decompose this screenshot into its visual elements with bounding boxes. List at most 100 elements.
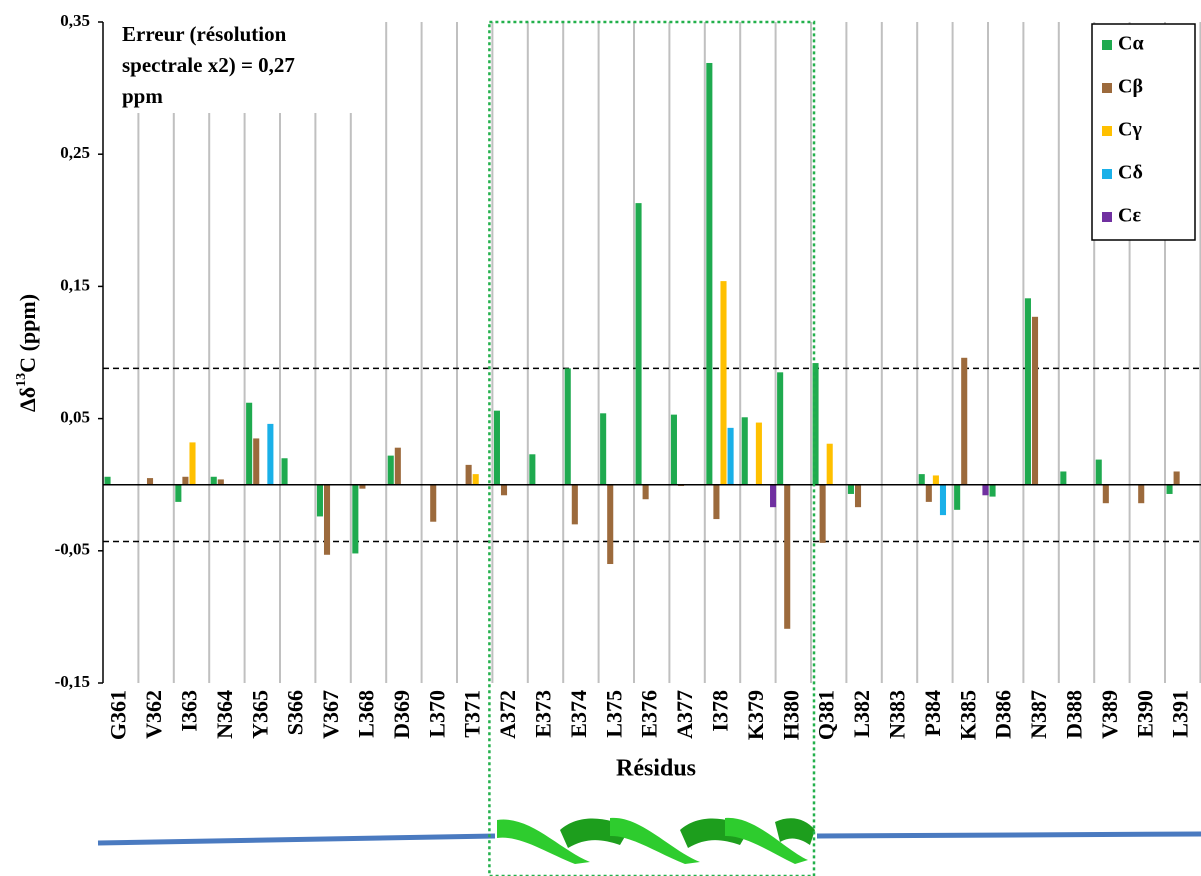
y-tick-label: 0,15: [60, 275, 90, 294]
x-tick-label: I378: [708, 690, 733, 732]
x-tick-label: H380: [778, 690, 803, 740]
bar: [819, 484, 826, 543]
helix: [775, 818, 815, 845]
bar: [253, 438, 260, 485]
y-tick-label: -0,05: [55, 540, 90, 559]
x-tick-label: K379: [743, 690, 768, 740]
x-tick-label: E374: [566, 690, 591, 738]
x-axis-title: Résidus: [616, 756, 696, 782]
highlight-box: [488, 20, 816, 876]
x-tick-label: A372: [495, 690, 520, 739]
x-tick-label: V389: [1097, 690, 1122, 739]
bar: [727, 427, 734, 485]
bar: [918, 474, 925, 485]
bar: [812, 363, 819, 485]
x-tick-label: D386: [991, 690, 1016, 739]
x-tick-label: T371: [460, 690, 485, 738]
bar: [777, 372, 784, 485]
legend-swatch: [1102, 40, 1112, 50]
bar: [925, 484, 932, 502]
x-tick-label: D388: [1062, 690, 1087, 739]
bar: [1173, 471, 1180, 485]
bar: [430, 484, 437, 522]
bar: [1024, 298, 1031, 485]
y-tick-label: 0,25: [60, 143, 90, 162]
bar: [316, 484, 323, 517]
bar: [394, 447, 401, 485]
bar: [146, 478, 154, 485]
bar: [323, 484, 331, 555]
annotation-background: [106, 18, 356, 113]
legend-swatch: [1102, 169, 1112, 179]
annotation: ppm: [122, 84, 163, 108]
bar: [670, 414, 677, 485]
bar: [182, 476, 189, 485]
x-tick-label: P384: [920, 690, 945, 736]
x-tick-label: L375: [601, 690, 626, 738]
bar: [493, 410, 500, 485]
bar: [989, 484, 996, 497]
y-axis-title: Δδ13C (ppm): [14, 294, 40, 412]
bar: [770, 484, 777, 508]
coil: [97, 833, 496, 846]
legend-label: Cε: [1118, 205, 1141, 227]
helix: [610, 817, 700, 864]
legend-swatch: [1102, 212, 1112, 222]
legend-swatch: [1102, 126, 1112, 136]
x-tick-label: K385: [955, 690, 980, 740]
y-axis-title-sup: 13: [14, 373, 29, 387]
bar: [982, 484, 989, 496]
bar: [1031, 316, 1039, 485]
coil: [816, 831, 1201, 839]
bar: [217, 479, 224, 485]
x-tick-label: I363: [177, 690, 202, 732]
bar: [635, 203, 642, 485]
x-tick-label: L382: [849, 690, 874, 738]
x-tick-label: G361: [106, 690, 131, 740]
bar: [713, 484, 720, 520]
x-tick-label: Q381: [814, 690, 839, 740]
bar: [706, 62, 713, 485]
legend-label: Cα: [1118, 33, 1144, 55]
bar: [784, 484, 791, 629]
x-tick-label: A377: [672, 690, 697, 739]
bar: [755, 422, 762, 485]
legend-swatch: [1102, 83, 1112, 93]
x-tick-label: V367: [318, 690, 343, 739]
bar: [465, 464, 472, 485]
bar: [847, 484, 854, 494]
bar: [189, 442, 196, 485]
x-tick-label: E376: [637, 690, 662, 738]
legend-label: Cγ: [1118, 119, 1142, 141]
bar: [472, 474, 479, 485]
x-tick-label: L368: [354, 690, 379, 738]
helix: [497, 819, 590, 864]
bar: [359, 484, 366, 489]
bar: [600, 413, 607, 485]
bar: [387, 455, 394, 485]
bar: [1102, 484, 1109, 504]
helix: [725, 817, 808, 864]
bar: [352, 484, 359, 554]
y-axis-title-main: Δδ: [15, 387, 40, 412]
axis-title: Δδ13C (ppm): [14, 294, 40, 412]
x-tick-label: L391: [1168, 690, 1193, 738]
bar: [1138, 484, 1145, 504]
x-tick-label: E390: [1132, 690, 1157, 738]
bar: [854, 484, 862, 508]
y-axis-title-rest: C (ppm): [15, 294, 40, 373]
bar: [720, 281, 727, 485]
x-tick-label: E373: [531, 690, 556, 738]
bar: [571, 484, 578, 525]
bar: [961, 357, 968, 485]
bar: [939, 484, 947, 516]
bar: [246, 402, 253, 485]
bar: [210, 476, 217, 485]
x-tick-label: Y365: [247, 690, 272, 739]
bar: [1095, 459, 1102, 485]
bar: [1166, 484, 1173, 494]
bar: [267, 423, 274, 485]
legend-label: Cδ: [1118, 162, 1143, 184]
bar: [932, 475, 939, 485]
